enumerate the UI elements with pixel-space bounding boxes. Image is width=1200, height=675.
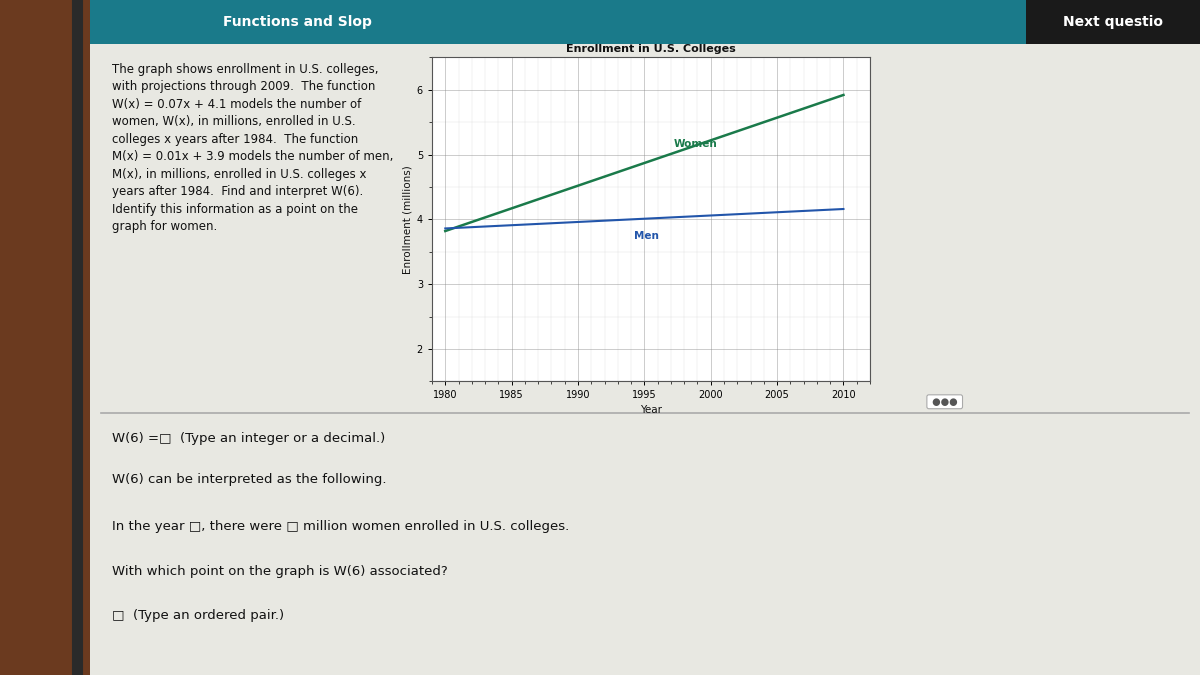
Text: W(6) can be interpreted as the following.: W(6) can be interpreted as the following…	[113, 473, 386, 486]
X-axis label: Year: Year	[640, 404, 662, 414]
Title: Enrollment in U.S. Colleges: Enrollment in U.S. Colleges	[566, 44, 736, 54]
Text: ●●●: ●●●	[929, 397, 960, 407]
Text: In the year □, there were □ million women enrolled in U.S. colleges.: In the year □, there were □ million wome…	[113, 520, 570, 533]
Text: Functions and Slop: Functions and Slop	[223, 15, 372, 29]
Text: W(6) =□  (Type an integer or a decimal.): W(6) =□ (Type an integer or a decimal.)	[113, 432, 385, 445]
Text: With which point on the graph is W(6) associated?: With which point on the graph is W(6) as…	[113, 564, 448, 578]
Text: The graph shows enrollment in U.S. colleges,
with projections through 2009.  The: The graph shows enrollment in U.S. colle…	[113, 63, 394, 234]
Text: Women: Women	[673, 139, 718, 148]
Text: Men: Men	[634, 231, 659, 241]
Y-axis label: Enrollment (millions): Enrollment (millions)	[402, 165, 413, 274]
Text: Next questio: Next questio	[1063, 15, 1163, 29]
Text: □  (Type an ordered pair.): □ (Type an ordered pair.)	[113, 609, 284, 622]
